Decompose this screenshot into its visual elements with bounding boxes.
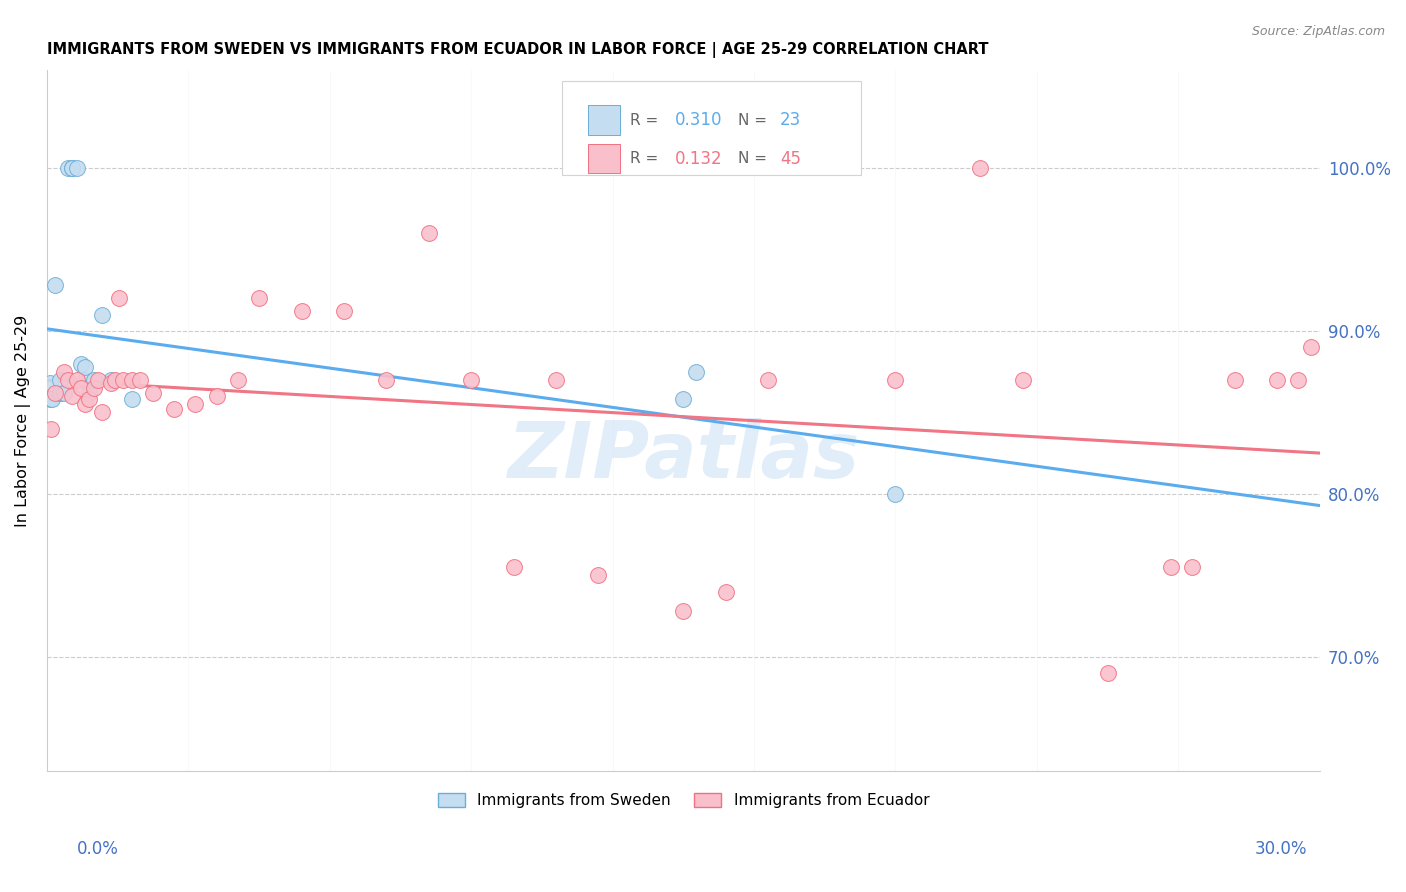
Point: [969, 161, 991, 175]
Point: [121, 373, 143, 387]
Point: [83, 381, 105, 395]
Point: [70, 381, 93, 395]
Point: [100, 373, 122, 387]
Point: [62, 161, 84, 175]
Point: [685, 365, 707, 379]
Point: [52, 365, 75, 379]
Point: [62, 161, 84, 175]
Point: [52, 385, 75, 400]
Point: [75, 373, 97, 387]
Text: Source: ZipAtlas.com: Source: ZipAtlas.com: [1251, 25, 1385, 38]
Point: [91, 405, 114, 419]
FancyBboxPatch shape: [562, 81, 862, 176]
Point: [1097, 665, 1119, 680]
Point: [44, 278, 66, 293]
Text: 0.310: 0.310: [675, 112, 721, 129]
Point: [104, 373, 127, 387]
Bar: [588, 105, 620, 135]
Point: [544, 373, 567, 387]
Point: [418, 227, 440, 241]
Point: [205, 389, 228, 403]
Point: [66, 161, 89, 175]
Point: [1265, 373, 1288, 387]
Point: [884, 487, 907, 501]
Point: [502, 560, 524, 574]
Point: [79, 385, 101, 400]
Point: [66, 373, 89, 387]
Text: 0.132: 0.132: [675, 150, 723, 168]
Point: [1160, 560, 1182, 574]
Point: [333, 304, 356, 318]
Point: [48, 373, 70, 387]
Point: [121, 392, 143, 407]
Point: [588, 568, 610, 582]
Point: [39, 422, 62, 436]
Text: 23: 23: [780, 112, 801, 129]
Text: N =: N =: [738, 151, 772, 166]
Point: [1011, 373, 1033, 387]
Point: [56, 373, 79, 387]
Point: [163, 402, 186, 417]
Point: [1288, 373, 1310, 387]
Point: [91, 308, 114, 322]
Point: [44, 385, 66, 400]
Point: [184, 397, 207, 411]
Point: [56, 161, 79, 175]
Text: 0.0%: 0.0%: [77, 840, 120, 858]
Point: [756, 373, 779, 387]
Point: [79, 392, 101, 407]
Point: [375, 373, 398, 387]
Point: [290, 304, 312, 318]
Point: [62, 389, 84, 403]
Point: [714, 584, 737, 599]
Point: [83, 373, 105, 387]
Legend: Immigrants from Sweden, Immigrants from Ecuador: Immigrants from Sweden, Immigrants from …: [430, 785, 936, 815]
Bar: [588, 144, 620, 173]
Point: [87, 373, 110, 387]
Point: [39, 392, 62, 407]
Text: ZIPatlas: ZIPatlas: [508, 417, 859, 493]
Point: [226, 373, 249, 387]
Point: [70, 357, 93, 371]
Text: 45: 45: [780, 150, 801, 168]
Point: [39, 376, 62, 390]
Point: [41, 392, 63, 407]
Y-axis label: In Labor Force | Age 25-29: In Labor Force | Age 25-29: [15, 315, 31, 526]
Point: [247, 292, 270, 306]
Point: [108, 292, 131, 306]
Text: N =: N =: [738, 112, 772, 128]
Point: [48, 385, 70, 400]
Point: [112, 373, 135, 387]
Text: 30.0%: 30.0%: [1256, 840, 1308, 858]
Point: [1301, 340, 1323, 354]
Point: [142, 385, 165, 400]
Point: [884, 373, 907, 387]
Point: [75, 359, 97, 374]
Point: [48, 385, 70, 400]
Text: IMMIGRANTS FROM SWEDEN VS IMMIGRANTS FROM ECUADOR IN LABOR FORCE | AGE 25-29 COR: IMMIGRANTS FROM SWEDEN VS IMMIGRANTS FRO…: [46, 42, 988, 58]
Point: [75, 397, 97, 411]
Point: [672, 604, 695, 618]
Text: R =: R =: [630, 112, 664, 128]
Point: [1181, 560, 1204, 574]
Point: [100, 376, 122, 390]
Point: [672, 392, 695, 407]
Text: R =: R =: [630, 151, 664, 166]
Point: [460, 373, 482, 387]
Point: [129, 373, 152, 387]
Point: [1223, 373, 1246, 387]
